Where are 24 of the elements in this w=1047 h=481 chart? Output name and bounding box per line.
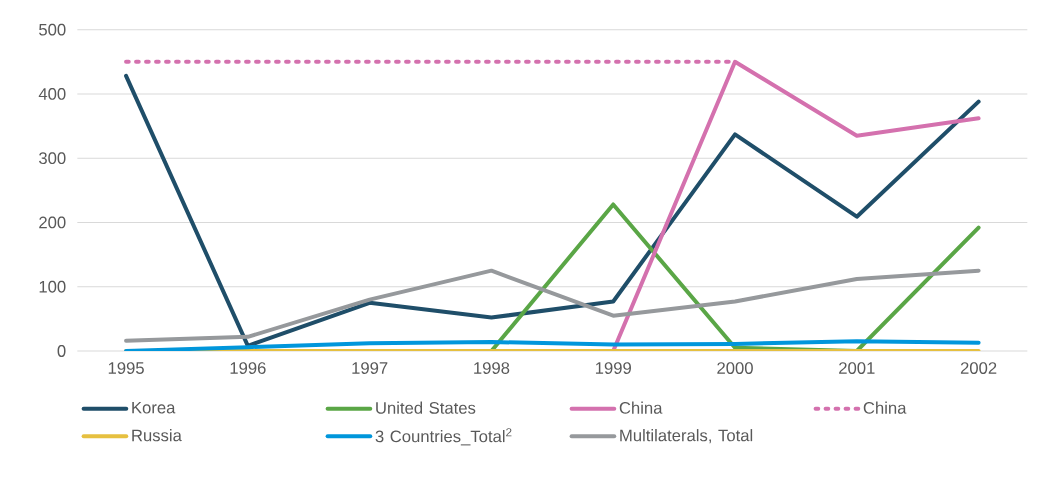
y-tick-label: 100	[39, 280, 66, 293]
x-tick-label: 2001	[839, 362, 875, 374]
y-tick-label: 0	[57, 345, 66, 357]
x-tick-label: 1995	[108, 362, 144, 374]
legend-label: Multilaterals, Total	[620, 429, 753, 444]
legend-label: Korea	[132, 401, 176, 414]
x-tick-label: 2002	[960, 362, 997, 374]
legend-label: 3 Countries_Total$^{2}$	[375, 428, 512, 446]
y-tick-label: 500	[39, 23, 66, 36]
x-tick-label: 1998	[474, 362, 510, 374]
legend-label: Russia	[132, 429, 182, 442]
line-series	[124, 339, 981, 351]
legend-label: United States	[376, 401, 476, 414]
y-tick-label: 200	[39, 216, 66, 229]
legend-label: China	[863, 401, 907, 414]
x-tick-label: 2000	[717, 362, 753, 374]
y-tick-label: 400	[38, 88, 66, 100]
line-series	[124, 268, 981, 343]
x-tick-label: 1997	[352, 362, 388, 374]
line-series	[124, 73, 981, 348]
x-tick-label: 1999	[595, 362, 631, 374]
legend-label: China	[619, 401, 663, 414]
y-tick-label: 300	[39, 152, 66, 165]
x-tick-label: 1996	[230, 362, 266, 374]
